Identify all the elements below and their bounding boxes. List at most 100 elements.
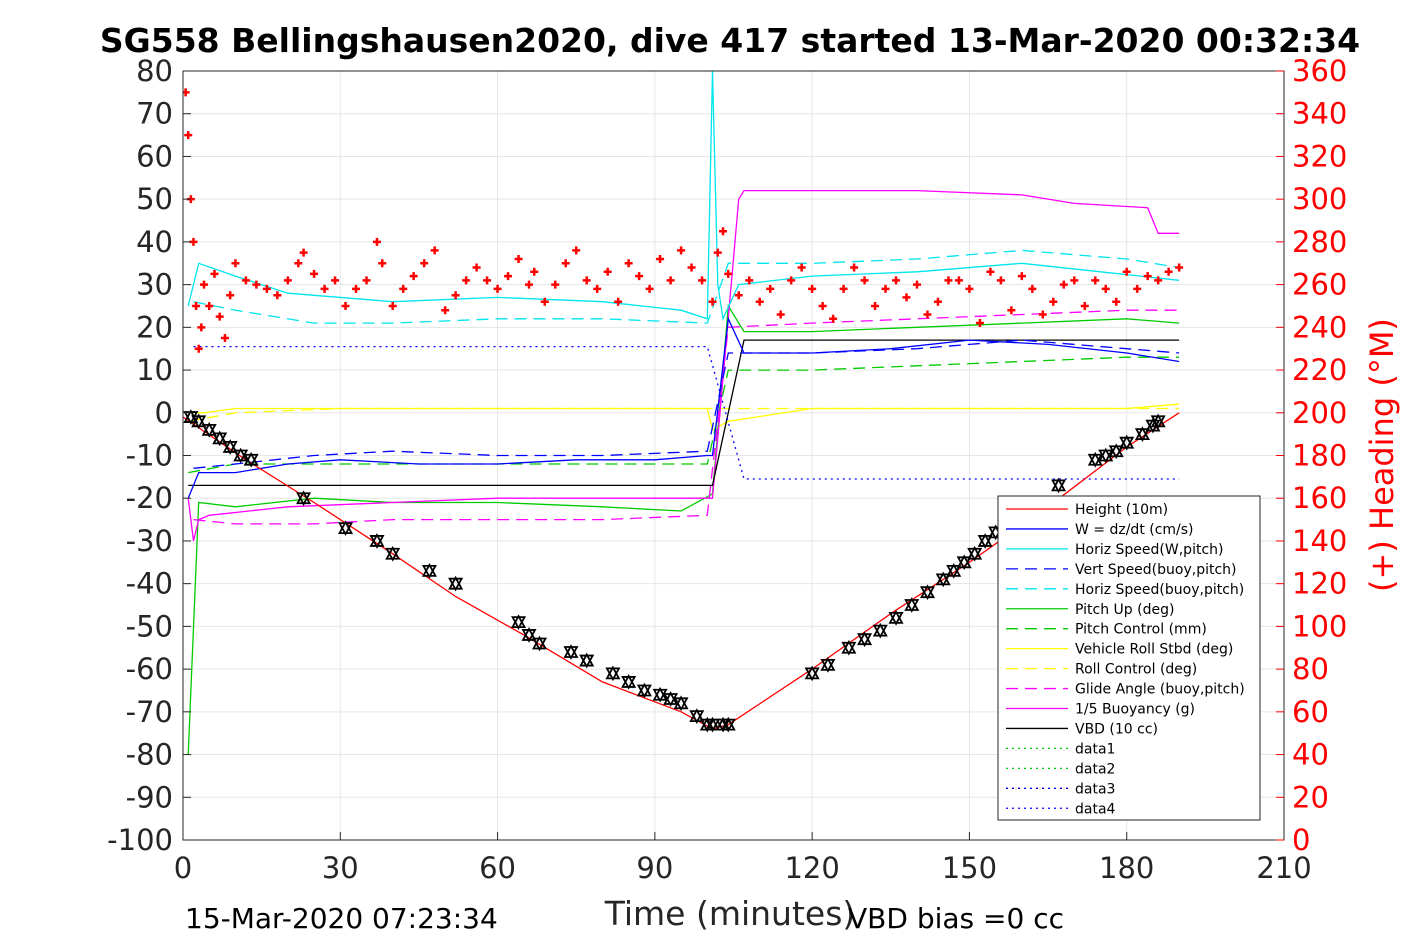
heading-marker: [776, 310, 785, 319]
y-axis-ticks: 80 70 60 50 40 30 20 10 0 -10 -20 -30 -40 -50 -60 -70 -8…: [107, 54, 191, 857]
heading-marker: [1175, 263, 1184, 272]
heading-marker: [766, 284, 775, 293]
heading-marker: [199, 280, 208, 289]
heading-marker: [975, 319, 984, 328]
y2-axis-label: (+) Heading (°M): [1363, 318, 1401, 592]
heading-marker: [734, 291, 743, 300]
legend-box: [997, 495, 1261, 821]
gps-marker-triangle-down: [448, 577, 464, 592]
gps-marker-triangle-down: [605, 667, 621, 682]
heading-marker: [252, 280, 261, 289]
gps-marker-triangle-down: [212, 432, 228, 447]
y2-tick-label: 360: [1292, 54, 1347, 88]
heading-marker: [1091, 276, 1100, 285]
x-axis-label: Time (minutes): [604, 894, 856, 933]
chart-title: SG558 Bellingshausen2020, dive 417 start…: [100, 21, 1360, 60]
heading-marker: [409, 272, 418, 281]
y2-tick-label: 100: [1292, 609, 1347, 643]
heading-marker: [551, 280, 560, 289]
heading-marker: [241, 276, 250, 285]
heading-marker: [1038, 310, 1047, 319]
y2-tick-label: 200: [1292, 396, 1347, 430]
heading-marker: [719, 227, 728, 236]
gps-marker-triangle-down: [904, 599, 920, 613]
heading-marker: [341, 301, 350, 310]
footer-vbd-bias: VBD bias =0 cc: [848, 902, 1064, 935]
y-tick-label: 70: [136, 97, 173, 131]
legend-label-7: Vehicle Roll Stbd (deg): [1075, 642, 1233, 658]
heading-marker: [462, 276, 471, 285]
gps-marker-triangle-down: [673, 697, 689, 712]
gps-marker-triangle-down: [531, 637, 548, 652]
gps-marker-triangle-down: [201, 423, 217, 438]
heading-marker: [283, 276, 292, 285]
gps-marker-triangle-down: [233, 449, 249, 464]
heading-marker: [197, 323, 206, 332]
y-tick-label: -70: [126, 695, 173, 729]
heading-marker: [388, 301, 397, 310]
heading-marker: [860, 276, 869, 285]
gps-marker-triangle-down: [820, 658, 836, 673]
heading-marker: [1112, 297, 1121, 306]
y2-tick-label: 180: [1292, 439, 1347, 473]
heading-marker: [320, 284, 329, 293]
gps-marker-triangle-down: [841, 641, 857, 656]
heading-marker: [818, 301, 827, 310]
x-tick-label: 90: [636, 851, 673, 885]
heading-markers: [183, 88, 1184, 353]
heading-marker: [755, 297, 764, 306]
heading-marker: [829, 314, 838, 323]
legend-label-14: data3: [1075, 781, 1115, 797]
gps-marker-triangle-down: [1119, 436, 1135, 451]
heading-marker: [372, 237, 381, 246]
gps-marker-triangle-down: [857, 633, 873, 648]
heading-marker: [892, 276, 901, 285]
heading-marker: [996, 276, 1005, 285]
y-tick-label: 30: [136, 268, 173, 302]
series-line-1: [187, 316, 1180, 499]
series-layer: [183, 71, 1180, 755]
series-line-2: [187, 71, 1180, 322]
y2-tick-label: 0: [1292, 823, 1310, 857]
heading-marker: [645, 284, 654, 293]
heading-marker: [713, 248, 722, 257]
gps-marker-triangle-down: [579, 654, 595, 669]
y-tick-label: -30: [126, 524, 173, 558]
y2-tick-label: 220: [1292, 353, 1347, 387]
gps-marker-triangle-down: [977, 535, 993, 549]
gps-marker-triangle-down: [296, 492, 312, 507]
gps-marker-triangle-down: [421, 564, 437, 579]
heading-marker: [352, 284, 361, 293]
gps-marker-triangle-down: [338, 522, 354, 537]
x-axis-ticks: 0 30 60 90 120 150 180 210: [174, 832, 1312, 885]
gps-marker-triangle-down: [243, 453, 259, 468]
heading-marker: [1164, 267, 1173, 276]
heading-marker: [184, 131, 193, 140]
heading-marker: [881, 284, 890, 293]
gps-marker-triangle-down: [511, 616, 527, 630]
y2-tick-label: 80: [1292, 652, 1329, 686]
gps-marker-triangle-down: [804, 667, 820, 682]
legend-label-8: Roll Control (deg): [1075, 662, 1197, 678]
heading-marker: [839, 284, 848, 293]
gps-marker-triangle-down: [1150, 415, 1166, 430]
heading-marker: [504, 272, 513, 281]
heading-marker: [483, 276, 492, 285]
heading-marker: [215, 312, 224, 321]
gps-marker-triangle-down: [705, 718, 721, 733]
heading-marker: [561, 259, 570, 268]
heading-marker: [944, 276, 953, 285]
y-tick-label: -40: [126, 567, 173, 601]
gps-marker-triangle-down: [919, 586, 936, 601]
heading-marker: [362, 276, 371, 285]
heading-marker: [378, 259, 387, 268]
legend-label-0: Height (10m): [1075, 502, 1168, 518]
series-line-5: [187, 303, 1180, 755]
gps-marker-triangle-down: [935, 573, 951, 588]
gps-marker-triangle-down: [563, 646, 579, 660]
y-tick-label: 0: [155, 396, 173, 430]
heading-marker: [226, 291, 235, 300]
heading-marker: [698, 276, 707, 285]
gps-marker-triangle-down: [888, 611, 904, 626]
